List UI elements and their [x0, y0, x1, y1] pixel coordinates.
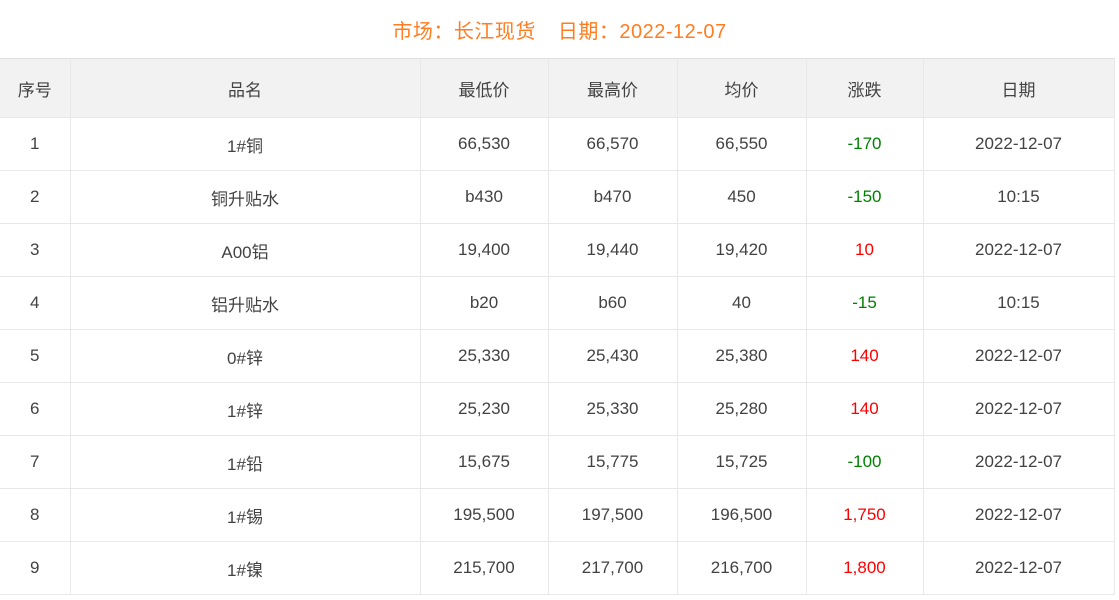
price-table: 序号 品名 最低价 最高价 均价 涨跌 日期 1 1#铜 66,530 66,5…	[0, 58, 1115, 595]
cell-avg-price: 66,550	[677, 117, 807, 171]
cell-high-price: b60	[548, 276, 678, 330]
cell-date: 2022-12-07	[923, 382, 1115, 436]
cell-product-name: 1#锌	[70, 382, 421, 436]
cell-high-price: 25,430	[548, 329, 678, 383]
cell-low-price: 25,230	[420, 382, 549, 436]
cell-low-price: 25,330	[420, 329, 549, 383]
table-row: 4 铝升贴水 b20 b60 40 -15 10:15	[0, 276, 1115, 330]
cell-product-name: A00铝	[70, 223, 421, 277]
cell-change: 140	[806, 329, 924, 383]
cell-low-price: 15,675	[420, 435, 549, 489]
cell-change: 1,800	[806, 541, 924, 595]
cell-change: 1,750	[806, 488, 924, 542]
col-header-avg: 均价	[677, 58, 807, 118]
page-title: 市场：长江现货 日期：2022-12-07	[0, 0, 1119, 58]
table-row: 9 1#镍 215,700 217,700 216,700 1,800 2022…	[0, 541, 1115, 595]
cell-product-name: 1#锡	[70, 488, 421, 542]
cell-date: 2022-12-07	[923, 541, 1115, 595]
cell-seq: 8	[0, 488, 71, 542]
cell-low-price: b430	[420, 170, 549, 224]
cell-avg-price: 40	[677, 276, 807, 330]
table-row: 8 1#锡 195,500 197,500 196,500 1,750 2022…	[0, 488, 1115, 542]
cell-product-name: 铝升贴水	[70, 276, 421, 330]
table-row: 6 1#锌 25,230 25,330 25,280 140 2022-12-0…	[0, 382, 1115, 436]
col-header-date: 日期	[923, 58, 1115, 118]
cell-avg-price: 216,700	[677, 541, 807, 595]
col-header-seq: 序号	[0, 58, 71, 118]
table-row: 1 1#铜 66,530 66,570 66,550 -170 2022-12-…	[0, 117, 1115, 171]
table-header-row: 序号 品名 最低价 最高价 均价 涨跌 日期	[0, 58, 1115, 118]
cell-product-name: 0#锌	[70, 329, 421, 383]
cell-product-name: 1#镍	[70, 541, 421, 595]
cell-seq: 2	[0, 170, 71, 224]
cell-low-price: 19,400	[420, 223, 549, 277]
cell-change: 140	[806, 382, 924, 436]
date-label: 日期：2022-12-07	[557, 20, 727, 43]
cell-date: 2022-12-07	[923, 435, 1115, 489]
table-row: 7 1#铅 15,675 15,775 15,725 -100 2022-12-…	[0, 435, 1115, 489]
cell-change: -15	[806, 276, 924, 330]
table-row: 3 A00铝 19,400 19,440 19,420 10 2022-12-0…	[0, 223, 1115, 277]
cell-product-name: 1#铅	[70, 435, 421, 489]
cell-date: 2022-12-07	[923, 488, 1115, 542]
cell-high-price: 197,500	[548, 488, 678, 542]
cell-high-price: 25,330	[548, 382, 678, 436]
cell-change: 10	[806, 223, 924, 277]
cell-avg-price: 450	[677, 170, 807, 224]
cell-low-price: 195,500	[420, 488, 549, 542]
cell-low-price: b20	[420, 276, 549, 330]
cell-high-price: 66,570	[548, 117, 678, 171]
cell-avg-price: 25,280	[677, 382, 807, 436]
cell-product-name: 铜升贴水	[70, 170, 421, 224]
cell-high-price: 15,775	[548, 435, 678, 489]
cell-seq: 1	[0, 117, 71, 171]
col-header-name: 品名	[70, 58, 421, 118]
cell-avg-price: 196,500	[677, 488, 807, 542]
cell-date: 10:15	[923, 170, 1115, 224]
cell-high-price: 217,700	[548, 541, 678, 595]
cell-low-price: 66,530	[420, 117, 549, 171]
cell-high-price: b470	[548, 170, 678, 224]
table-row: 2 铜升贴水 b430 b470 450 -150 10:15	[0, 170, 1115, 224]
cell-change: -150	[806, 170, 924, 224]
col-header-low: 最低价	[420, 58, 549, 118]
col-header-high: 最高价	[548, 58, 678, 118]
cell-high-price: 19,440	[548, 223, 678, 277]
cell-seq: 3	[0, 223, 71, 277]
cell-avg-price: 25,380	[677, 329, 807, 383]
col-header-change: 涨跌	[806, 58, 924, 118]
cell-seq: 6	[0, 382, 71, 436]
market-label: 市场：长江现货	[392, 20, 536, 43]
cell-avg-price: 19,420	[677, 223, 807, 277]
cell-seq: 4	[0, 276, 71, 330]
cell-date: 10:15	[923, 276, 1115, 330]
cell-date: 2022-12-07	[923, 329, 1115, 383]
cell-date: 2022-12-07	[923, 117, 1115, 171]
table-row: 5 0#锌 25,330 25,430 25,380 140 2022-12-0…	[0, 329, 1115, 383]
cell-seq: 9	[0, 541, 71, 595]
cell-product-name: 1#铜	[70, 117, 421, 171]
cell-change: -100	[806, 435, 924, 489]
cell-seq: 7	[0, 435, 71, 489]
cell-seq: 5	[0, 329, 71, 383]
cell-avg-price: 15,725	[677, 435, 807, 489]
cell-date: 2022-12-07	[923, 223, 1115, 277]
cell-low-price: 215,700	[420, 541, 549, 595]
cell-change: -170	[806, 117, 924, 171]
